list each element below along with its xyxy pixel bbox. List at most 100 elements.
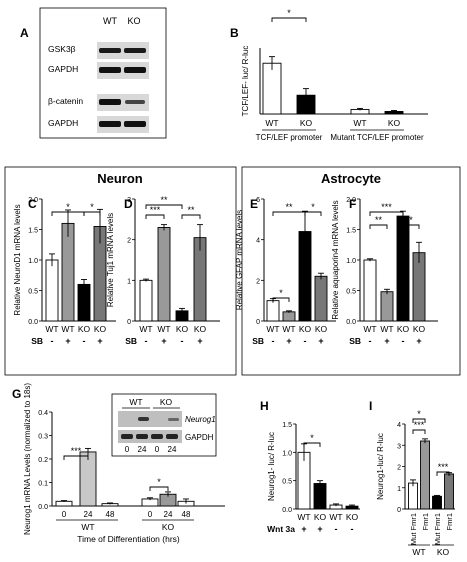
blot-band — [166, 434, 178, 439]
panel-a-col-wt: WT — [103, 16, 117, 26]
panel-f-bar — [363, 259, 377, 322]
blot-band — [124, 67, 146, 73]
treatment-label: SB — [252, 336, 264, 346]
category-label: WT — [329, 512, 342, 522]
panel-g-blot-col-ko: KO — [160, 397, 173, 407]
treatment-label: SB — [125, 336, 137, 346]
sig-label: * — [287, 8, 291, 18]
category-label: KO — [346, 512, 359, 522]
sig-label: * — [157, 477, 161, 487]
panel-h-bar — [313, 483, 327, 510]
panel-i-bar — [432, 495, 442, 510]
sig-label: * — [310, 433, 314, 443]
y-tick-label: 0.5 — [346, 289, 356, 296]
panel-letter-i: I — [369, 399, 372, 413]
panel-d-bar — [157, 227, 171, 322]
y-tick-label: 0.5 — [282, 479, 292, 486]
treatment-value: - — [83, 336, 86, 346]
sig-label: *** — [150, 205, 161, 215]
treatment-label: SB — [31, 336, 43, 346]
sig-bracket — [83, 211, 101, 216]
astrocyte-section-title: Astrocyte — [321, 171, 381, 186]
treatment-value: - — [51, 336, 54, 346]
sig-label: *** — [381, 202, 392, 212]
y-tick-label: 4 — [397, 422, 401, 429]
panel-letter-a: A — [20, 26, 29, 40]
y-tick-label: 0 — [256, 319, 260, 326]
category-label: KO — [176, 324, 189, 334]
category-label: KO — [397, 324, 410, 334]
y-tick-label: 0.4 — [38, 410, 48, 417]
treatment-value: + — [318, 336, 323, 346]
panel-e-bar — [282, 311, 296, 322]
treatment-value: + — [197, 336, 202, 346]
blot-strip — [97, 62, 149, 79]
sig-bracket — [145, 204, 183, 209]
blot-strip — [118, 411, 182, 427]
panel-a-row-label: GSK3β — [48, 44, 76, 54]
category-label: WT — [265, 118, 278, 128]
y-tick-label: 0 — [397, 507, 401, 514]
treatment-value: + — [65, 336, 70, 346]
sig-label: ** — [160, 195, 168, 205]
group-label: KO — [437, 547, 450, 557]
sig-label: * — [279, 288, 283, 298]
y-tick-label: 0.5 — [28, 289, 38, 296]
sig-label: * — [409, 215, 413, 225]
sig-label: *** — [414, 420, 425, 430]
treatment-value: + — [286, 336, 291, 346]
panel-i-bar — [444, 473, 454, 510]
y-tick-label: 1.5 — [346, 228, 356, 235]
neuron-section-box — [4, 166, 237, 376]
sig-bracket — [436, 471, 450, 476]
treatment-value: + — [97, 336, 102, 346]
panel-f-bar — [380, 291, 394, 322]
panel-e-y-axis-label: Relative GFAP mRNA levels — [235, 210, 244, 310]
sig-bracket — [272, 211, 306, 216]
y-tick-label: 2 — [127, 238, 131, 245]
panel-letter-g: G — [12, 387, 21, 401]
panel-a-row-label: GAPDH — [48, 64, 78, 74]
blot-band — [99, 99, 121, 105]
category-label: WT — [266, 324, 279, 334]
category-label: Mut Fmr1 — [409, 513, 418, 545]
category-label: KO — [194, 324, 207, 334]
treatment-value: - — [351, 524, 354, 534]
sig-bracket — [304, 211, 322, 216]
blot-band — [124, 48, 146, 53]
blot-strip — [118, 430, 182, 443]
panel-g-blot: WT KO Neurog1 GAPDH 0 24 0 24 — [111, 393, 217, 457]
panel-b-bar — [262, 62, 282, 115]
panel-g-blot-lane: 0 — [125, 445, 130, 454]
y-tick-label: 0.2 — [38, 457, 48, 464]
panel-a-blot: WT KO GSK3β GAPDH β-catenin GAPDH — [39, 7, 167, 139]
category-label: 0 — [148, 510, 153, 519]
category-label: KO — [413, 324, 426, 334]
sig-label: * — [417, 409, 421, 419]
sig-bracket — [412, 429, 426, 434]
y-tick-label: 6 — [256, 197, 260, 204]
panel-c-bar — [61, 222, 75, 322]
panel-g-blot-lane: 24 — [138, 445, 147, 454]
category-label: KO — [299, 324, 312, 334]
panel-i-y-axis-label: Neurog1-luc/ R-luc — [376, 433, 385, 500]
y-tick-label: 0.0 — [38, 504, 48, 511]
category-label: WT — [45, 324, 58, 334]
category-label: 24 — [84, 510, 93, 519]
blot-strip — [97, 42, 149, 59]
panel-letter-e: E — [250, 197, 258, 211]
treatment-value: - — [181, 336, 184, 346]
panel-e-bar — [314, 275, 328, 322]
category-label: WT — [363, 324, 376, 334]
panel-c-bar — [77, 283, 91, 322]
y-tick-label: 1 — [127, 278, 131, 285]
treatment-value: - — [304, 336, 307, 346]
category-label: KO — [300, 118, 313, 128]
panel-g-y-axis-label: Neurog1 mRNA Levels (normalized to 18s) — [23, 383, 32, 535]
category-label: WT — [353, 118, 366, 128]
panel-d-y-axis-label: Relative Tuj1 mRNA levels — [106, 213, 115, 307]
treatment-label: Wnt 3a — [267, 524, 295, 534]
sig-bracket — [272, 297, 290, 302]
category-label: Fmr1 — [445, 513, 454, 531]
